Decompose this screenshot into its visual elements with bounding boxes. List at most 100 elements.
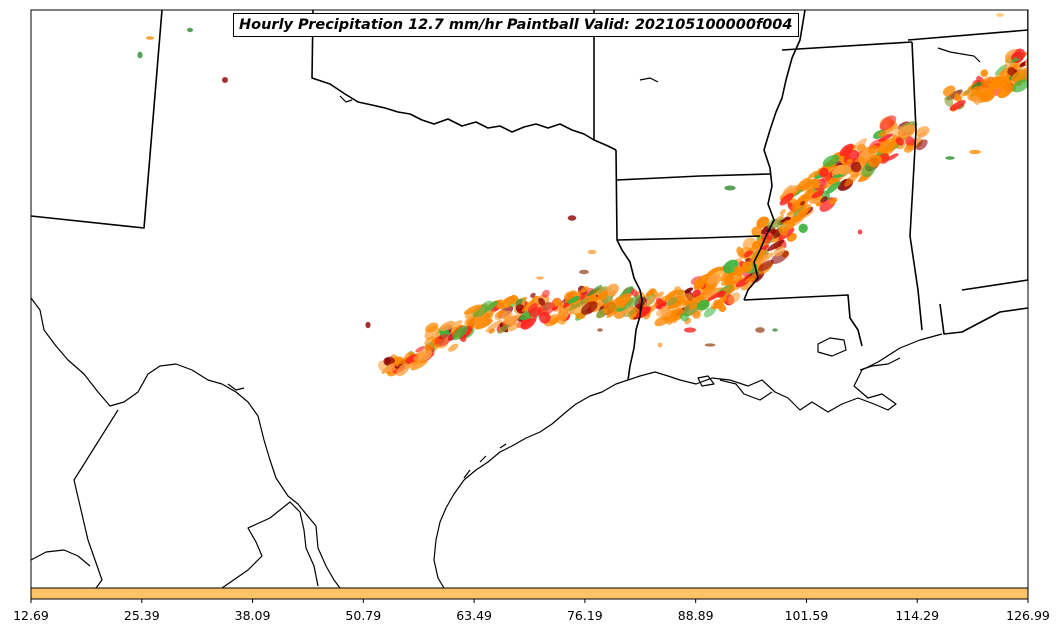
precip-blob (999, 67, 1011, 77)
precip-blob (979, 79, 990, 89)
precip-blob (793, 208, 809, 223)
precip-blob (527, 303, 538, 313)
precip-blob (1002, 75, 1012, 85)
precip-blob (772, 328, 778, 332)
precip-blob (645, 288, 656, 297)
precip-blob (704, 343, 716, 347)
coastlines (31, 297, 943, 588)
colorbar-tick-label: 114.29 (895, 608, 940, 623)
la-ms-border (743, 294, 863, 347)
precip-blob (903, 144, 914, 153)
map-title: Hourly Precipitation 12.7 mm/hr Paintbal… (233, 13, 799, 37)
precip-blob (778, 225, 789, 236)
precip-blob (868, 144, 879, 155)
precip-blob (666, 296, 678, 306)
colorbar-tick-label: 25.39 (123, 608, 160, 623)
precip-blob (488, 328, 496, 334)
precip-blob (657, 291, 664, 298)
precip-blob (779, 192, 794, 206)
precip-blob (804, 178, 820, 191)
precip-blob (567, 215, 577, 221)
precip-blob (684, 327, 696, 333)
mo-ar-border (616, 173, 771, 181)
ms-al-border (909, 41, 923, 331)
precip-blob (877, 146, 885, 154)
precip-blob (767, 239, 785, 252)
lake-la-2 (697, 375, 715, 387)
precip-blob (898, 124, 916, 138)
precip-blob (688, 294, 705, 310)
precip-blob (620, 305, 635, 316)
colorbar-tick-label: 12.69 (13, 608, 49, 623)
precip-blob (537, 302, 556, 317)
precip-blob (573, 297, 590, 309)
precip-blob (720, 271, 731, 282)
precip-blob (884, 144, 894, 155)
precip-blob (744, 273, 760, 283)
lake-pontchartrain (817, 337, 847, 357)
precip-blob (852, 138, 867, 151)
colorbar-tick-label: 76.19 (566, 608, 603, 623)
barrier-islands (463, 443, 507, 479)
colorbar (30, 587, 1029, 600)
precip-blob (538, 297, 546, 306)
precip-blob (463, 304, 482, 315)
precip-blob (667, 300, 685, 310)
precip-blob (782, 184, 793, 195)
precip-blob (821, 172, 833, 183)
precip-blob (424, 343, 433, 353)
precip-blob (497, 309, 504, 316)
colorbar-tick-label: 88.89 (677, 608, 714, 623)
precip-blob (692, 310, 701, 319)
ms-coast-detail (859, 357, 901, 371)
precip-blob (439, 320, 455, 332)
precip-blob (553, 298, 562, 307)
precip-blob (944, 95, 954, 107)
precip-blob (832, 164, 844, 175)
precip-blob (1027, 51, 1043, 66)
colorbar-tick-label: 101.59 (784, 608, 829, 623)
precip-blob (694, 278, 705, 289)
precip-blob (786, 204, 803, 216)
river-1 (639, 77, 659, 83)
tx-coast (433, 379, 629, 588)
precip-blob (969, 149, 981, 155)
precip-blob (916, 139, 928, 151)
precip-blob (424, 325, 440, 340)
precip-blob (751, 241, 761, 250)
precip-blob (751, 226, 763, 238)
la-bayou (719, 379, 773, 401)
tx-la-border (615, 149, 643, 381)
precip-blob (839, 143, 854, 157)
precip-blob (581, 286, 589, 293)
precip-blob (563, 301, 570, 309)
precip-blob (850, 161, 862, 173)
precip-blob (724, 185, 736, 191)
colorbar-tick-label: 63.49 (456, 608, 493, 623)
precip-blob (146, 36, 154, 40)
precip-blob (844, 172, 860, 187)
precip-blob (878, 127, 894, 137)
precip-blob (740, 278, 756, 291)
precip-blob (788, 186, 798, 195)
precip-blob (415, 346, 426, 353)
precip-blob (365, 321, 371, 329)
precip-blob (521, 299, 535, 312)
precip-blob (497, 324, 510, 334)
precip-blob (773, 246, 785, 257)
precip-blob (187, 27, 193, 33)
precip-blob (482, 310, 496, 322)
precip-blob (530, 292, 536, 298)
precip-blob (782, 219, 791, 226)
precip-blob (602, 299, 620, 315)
precipitation-layer (137, 13, 1043, 377)
precip-blob (452, 325, 468, 341)
precip-blob (655, 297, 664, 307)
precip-blob (707, 290, 724, 302)
colorbar-ticks (30, 599, 1029, 603)
precip-blob (413, 349, 426, 361)
colorbar-tick-label: 38.09 (234, 608, 271, 623)
precip-blob (469, 316, 484, 329)
